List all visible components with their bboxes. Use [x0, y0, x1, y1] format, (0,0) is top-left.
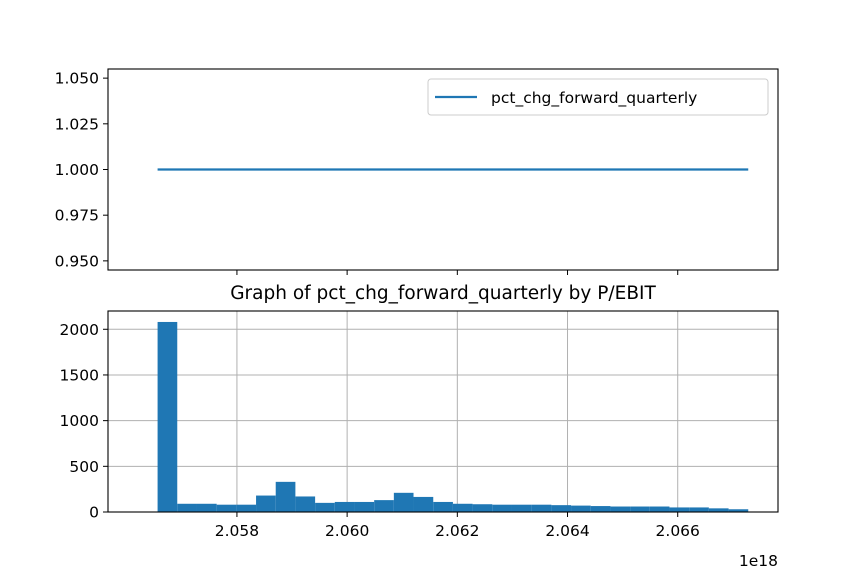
y-tick-label: 1.000 — [55, 161, 99, 179]
y-tick-label: 500 — [69, 458, 99, 476]
histogram-bar — [236, 504, 257, 512]
histogram-bar — [472, 504, 493, 512]
histogram-bar — [196, 503, 217, 512]
histogram-bar — [315, 502, 335, 512]
histogram-bar — [708, 508, 729, 512]
histogram-panel: Graph of pct_chg_forward_quarterly by P/… — [60, 283, 779, 570]
y-tick-label: 2000 — [60, 321, 99, 339]
line-chart-frame — [107, 68, 779, 271]
histogram-bar — [649, 506, 670, 512]
histogram-bar — [393, 492, 414, 512]
histogram-bar — [571, 505, 591, 512]
legend-box — [427, 78, 769, 116]
histogram-bar — [177, 503, 197, 512]
legend-label: pct_chg_forward_quarterly — [491, 89, 697, 108]
x-tick-label: 2.060 — [325, 522, 369, 540]
x-tick-label: 2.066 — [656, 522, 700, 540]
legend: pct_chg_forward_quarterly — [427, 78, 769, 116]
chart-title: Graph of pct_chg_forward_quarterly by P/… — [230, 283, 656, 304]
histogram-bar — [610, 506, 631, 512]
histogram-bar — [531, 504, 552, 512]
y-tick-label: 0.950 — [55, 252, 99, 270]
y-tick-label: 1.025 — [55, 115, 99, 133]
histogram-bar — [511, 504, 532, 512]
histogram-bar — [413, 496, 434, 512]
histogram-bar — [334, 501, 355, 512]
x-tick-label: 2.058 — [215, 522, 259, 540]
histogram-bar — [374, 500, 394, 512]
line-chart-panel: 0.950 0.975 1.000 1.025 1.050 pct_chg_forwar… — [55, 68, 779, 275]
histogram-x-axis: 2.058 2.060 2.062 2.064 2.066 — [215, 512, 700, 540]
x-tick-label: 2.062 — [435, 522, 479, 540]
x-axis-offset-label: 1e18 — [739, 552, 778, 570]
histogram-bar — [157, 321, 178, 512]
histogram-bar — [551, 505, 572, 512]
y-tick-label: 1.050 — [55, 70, 99, 88]
histogram-bar — [256, 495, 276, 512]
histogram-bar — [728, 509, 749, 512]
histogram-bar — [433, 501, 453, 512]
histogram-bar — [492, 504, 512, 512]
histogram-bar — [630, 506, 650, 512]
histogram-frame — [107, 310, 779, 513]
histogram-bars — [157, 321, 749, 512]
y-tick-label: 0.975 — [55, 207, 99, 225]
y-tick-label: 1000 — [60, 412, 99, 430]
line-chart-x-axis — [236, 270, 679, 275]
histogram-bar — [354, 501, 375, 512]
x-tick-label: 2.064 — [545, 522, 589, 540]
histogram-bar — [216, 504, 237, 512]
histogram-y-axis: 0 500 1000 1500 2000 — [60, 321, 108, 522]
histogram-bar — [689, 507, 709, 512]
histogram-bar — [452, 503, 473, 512]
histogram-bar — [275, 481, 296, 512]
y-tick-label: 0 — [89, 504, 99, 522]
y-tick-label: 1500 — [60, 366, 99, 384]
histogram-bar — [669, 507, 690, 512]
histogram-bar — [295, 496, 316, 512]
histogram-bar — [590, 506, 611, 512]
line-chart-y-axis: 0.950 0.975 1.000 1.025 1.050 — [55, 70, 108, 270]
